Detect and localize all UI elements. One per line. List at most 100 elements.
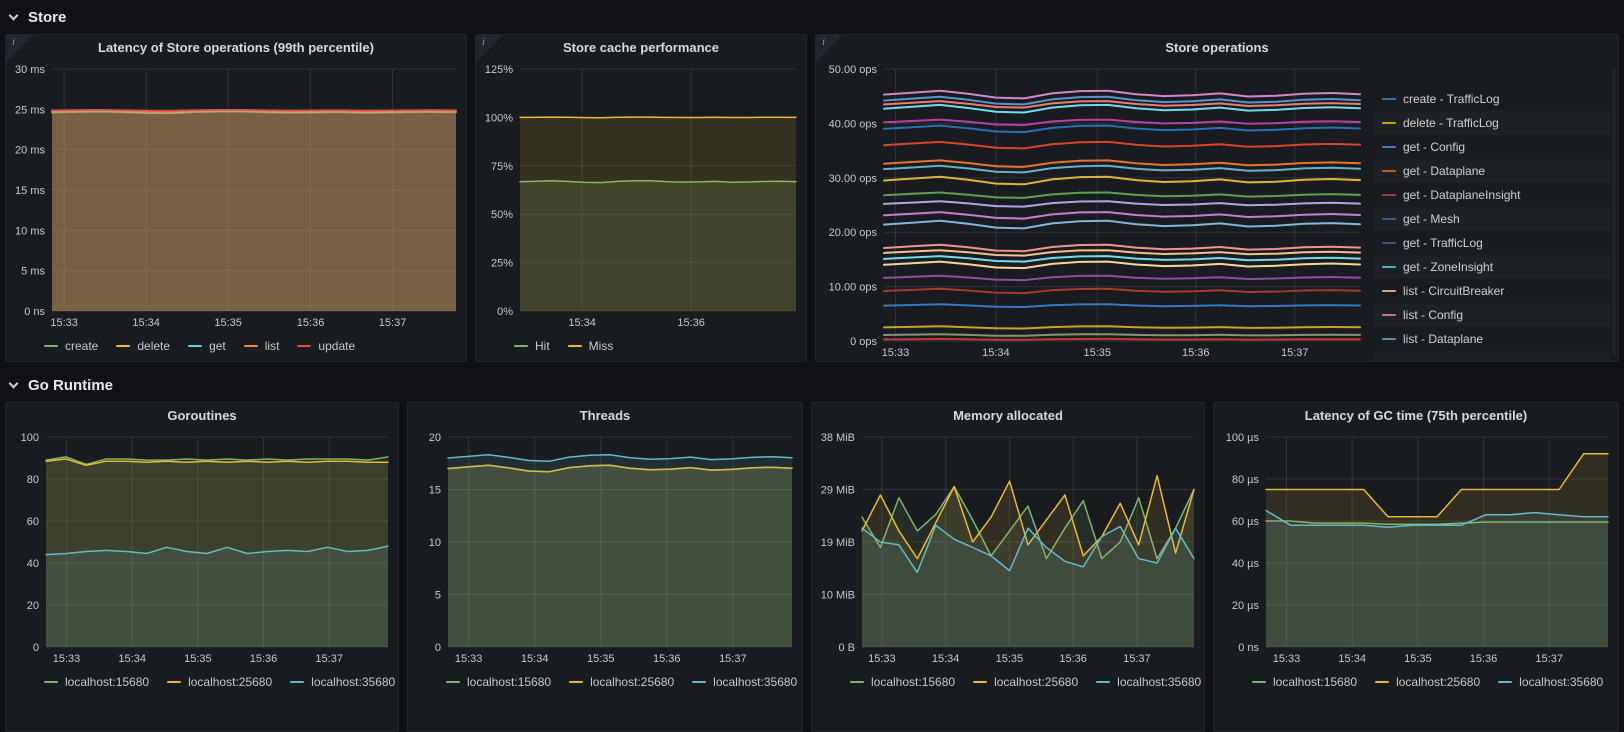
legend-item[interactable]: localhost:15680 xyxy=(44,675,149,689)
legend-item[interactable]: get - Dataplane xyxy=(1374,159,1610,183)
legend-item[interactable]: localhost:15680 xyxy=(850,675,955,689)
series-line xyxy=(883,164,1361,174)
series-line xyxy=(883,211,1361,220)
y-axis-tick-label: 0 xyxy=(435,642,441,654)
info-icon[interactable]: i xyxy=(476,35,503,62)
legend-item[interactable]: localhost:35680 xyxy=(692,675,797,689)
series-line xyxy=(883,243,1361,253)
legend-item[interactable]: localhost:35680 xyxy=(1498,675,1603,689)
y-axis-tick-label: 10.00 ops xyxy=(829,282,878,294)
legend-label: delete - TrafficLog xyxy=(1403,116,1499,130)
legend-item[interactable]: create - TrafficLog xyxy=(1374,87,1610,111)
legend-item[interactable]: localhost:25680 xyxy=(973,675,1078,689)
legend-item[interactable]: Hit xyxy=(514,339,550,353)
legend-item[interactable]: localhost:15680 xyxy=(1252,675,1357,689)
series-line xyxy=(883,118,1361,126)
y-axis-tick-label: 29 MiB xyxy=(821,485,855,497)
legend-item[interactable]: localhost:15680 xyxy=(446,675,551,689)
series-line xyxy=(883,140,1361,150)
legend-item[interactable]: get - DataplaneInsight xyxy=(1374,183,1610,207)
y-axis-tick-label: 20.00 ops xyxy=(829,227,878,239)
legend-item[interactable]: localhost:25680 xyxy=(569,675,674,689)
panel-title[interactable]: Store cache performance xyxy=(562,40,720,55)
legend-label: get - TrafficLog xyxy=(1403,236,1483,250)
y-axis-tick-label: 50% xyxy=(491,209,513,221)
x-axis-tick-label: 15:35 xyxy=(1404,653,1432,665)
series-line xyxy=(883,255,1361,263)
panel-title[interactable]: Memory allocated xyxy=(953,408,1063,423)
x-axis-tick-label: 15:36 xyxy=(1059,653,1087,665)
legend-item[interactable]: localhost:35680 xyxy=(1096,675,1201,689)
legend-item[interactable]: list xyxy=(243,339,279,353)
legend-item[interactable]: get - Config xyxy=(1374,135,1610,159)
x-axis-tick-label: 15:33 xyxy=(455,653,483,665)
y-axis-tick-label: 10 MiB xyxy=(821,590,855,602)
y-axis-tick-label: 75% xyxy=(491,161,513,173)
legend-item[interactable]: get - Mesh xyxy=(1374,207,1610,231)
legend-item[interactable]: delete xyxy=(116,339,170,353)
panel-title[interactable]: Goroutines xyxy=(167,408,237,423)
info-icon[interactable]: i xyxy=(816,35,843,62)
legend-label: localhost:25680 xyxy=(590,675,675,689)
x-axis-tick-label: 15:34 xyxy=(932,653,960,665)
chart-cache-perf[interactable]: 0% 25% 50% 75% 100% 125% 15:34 15:36 xyxy=(476,61,806,331)
legend-scrollbar[interactable] xyxy=(1612,67,1616,355)
x-axis-tick-label: 15:33 xyxy=(868,653,896,665)
panel-gc: Latency of GC time (75th percentile) 0 ns… xyxy=(1213,402,1619,732)
y-axis-tick-label: 15 ms xyxy=(15,185,45,197)
legend-item[interactable]: list - Dataplane xyxy=(1374,327,1610,351)
legend-item[interactable]: localhost:35680 xyxy=(290,675,395,689)
legend-label: localhost:15680 xyxy=(1273,675,1358,689)
series-line xyxy=(883,103,1361,114)
legend-item[interactable]: get - TrafficLog xyxy=(1374,231,1610,255)
legend-item[interactable]: list - CircuitBreaker xyxy=(1374,279,1610,303)
y-axis-tick-label: 5 xyxy=(435,590,441,602)
legend-item[interactable]: get - ZoneInsight xyxy=(1374,255,1610,279)
panel-title[interactable]: Latency of GC time (75th percentile) xyxy=(1304,408,1528,423)
legend-item[interactable]: get xyxy=(188,339,226,353)
chart-threads[interactable]: 0 5 10 15 20 15:33 15:34 15:35 15:36 15:37 xyxy=(408,429,802,667)
panel-title[interactable]: Latency of Store operations (99th percen… xyxy=(98,40,374,55)
chart-gc[interactable]: 0 ns 20 µs 40 µs 60 µs 80 µs 100 µs 15:33 15:34… xyxy=(1214,429,1618,667)
chart-latency-store[interactable]: 0 ns 5 ms 10 ms 15 ms 20 ms 25 ms 30 ms 15:33 15… xyxy=(6,61,466,331)
section-header-go-runtime[interactable]: Go Runtime xyxy=(7,372,1619,398)
legend-item[interactable]: list - Config xyxy=(1374,303,1610,327)
legend-label: delete xyxy=(137,339,171,353)
info-icon[interactable]: i xyxy=(6,35,33,62)
chart-store-ops[interactable]: 0 ops 10.00 ops 20.00 ops 30.00 ops 40.00 op… xyxy=(816,61,1370,361)
legend-label: create - TrafficLog xyxy=(1403,92,1500,106)
y-axis-tick-label: 0% xyxy=(497,306,513,318)
series-line xyxy=(519,116,797,119)
section-title: Go Runtime xyxy=(28,376,113,394)
chart-goroutines[interactable]: 0 20 40 60 80 100 15:33 15:34 15:35 15:36 15:37 xyxy=(6,429,398,667)
legend-item[interactable]: update xyxy=(297,339,355,353)
panel-filler xyxy=(1214,697,1618,731)
series-color-swatch xyxy=(567,345,582,347)
y-axis-tick-label: 30 ms xyxy=(15,64,45,76)
section-title: Store xyxy=(28,8,67,26)
legend-item[interactable]: delete - TrafficLog xyxy=(1374,111,1610,135)
section-header-store[interactable]: Store xyxy=(7,4,1619,30)
legend-item[interactable]: localhost:25680 xyxy=(1375,675,1480,689)
series-color-swatch xyxy=(1382,170,1396,172)
legend-item[interactable]: Miss xyxy=(567,339,613,353)
y-axis-tick-label: 20 xyxy=(27,600,39,612)
x-axis-tick-label: 15:33 xyxy=(1273,653,1301,665)
chart-memory[interactable]: 0 B 10 MiB 19 MiB 29 MiB 38 MiB 15:33 15:34 15:… xyxy=(812,429,1204,667)
x-axis-tick-label: 15:37 xyxy=(379,317,407,329)
y-axis-tick-label: 15 xyxy=(429,485,441,497)
legend-item[interactable]: localhost:25680 xyxy=(167,675,272,689)
y-axis-tick-label: 20 ms xyxy=(15,145,45,157)
y-axis-tick-label: 0 xyxy=(33,642,39,654)
y-axis-tick-label: 100% xyxy=(485,112,513,124)
panel-body: 0 ns 5 ms 10 ms 15 ms 20 ms 25 ms 30 ms 15:33 15… xyxy=(6,61,466,331)
series-line xyxy=(883,249,1361,257)
panel-title[interactable]: Store operations xyxy=(1165,40,1269,55)
y-axis-tick-label: 25 ms xyxy=(15,104,45,116)
legend: create - TrafficLog delete - TrafficLog ge… xyxy=(1370,61,1618,361)
panel-title[interactable]: Threads xyxy=(579,408,631,423)
x-axis-tick-label: 15:33 xyxy=(882,347,910,359)
series-line xyxy=(883,89,1361,100)
series-line xyxy=(883,95,1361,106)
legend-item[interactable]: create xyxy=(44,339,98,353)
